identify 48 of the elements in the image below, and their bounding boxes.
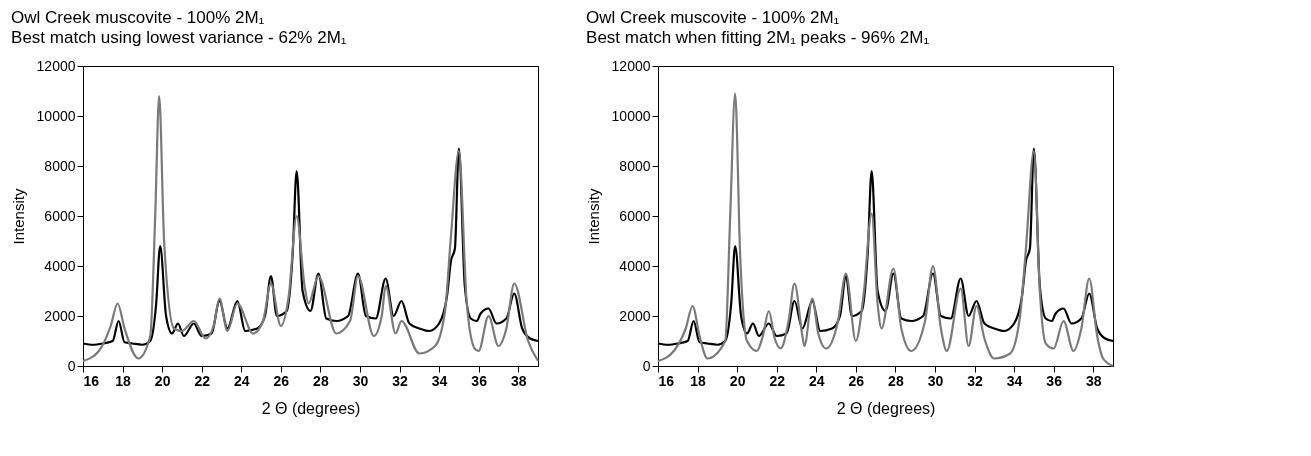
y-tick-label: 10000	[611, 107, 651, 124]
x-tick-label: 16	[658, 372, 675, 389]
x-tick-label: 18	[690, 372, 707, 389]
x-tick-label: 34	[1006, 372, 1023, 389]
x-tick-label: 38	[510, 372, 527, 389]
y-tick-label: 0	[67, 357, 76, 374]
x-tick-label: 28	[888, 372, 904, 389]
x-axis-title: 2 Θ (degrees)	[261, 399, 361, 417]
y-tick-label: 12000	[611, 57, 651, 74]
y-tick-label: 10000	[36, 107, 76, 124]
line-series	[81, 94, 540, 363]
x-tick-label: 26	[848, 372, 865, 389]
x-tick-label: 36	[471, 372, 488, 389]
x-axis-title: 2 Θ (degrees)	[836, 399, 936, 417]
line-series	[656, 92, 1115, 368]
chart-subtitle: Best match when fitting 2M₁ peaks - 96% 2M₁	[586, 28, 930, 47]
x-tick-label: 22	[194, 372, 211, 389]
x-tick-label: 22	[769, 372, 786, 389]
x-tick-label: 34	[431, 372, 448, 389]
x-tick-label: 38	[1085, 372, 1102, 389]
y-tick-label: 4000	[44, 257, 76, 274]
y-tick-label: 2000	[44, 307, 76, 324]
y-tick-label: 6000	[44, 207, 76, 224]
chart-title: Owl Creek muscovite - 100% 2M₁	[11, 8, 265, 27]
y-axis-title: Intensity	[584, 188, 602, 245]
x-tick-label: 26	[273, 372, 290, 389]
x-tick-label: 32	[967, 372, 984, 389]
y-tick-label: 12000	[36, 57, 76, 74]
x-tick-label: 32	[392, 372, 409, 389]
x-tick-label: 24	[808, 372, 825, 389]
y-axis-title: Intensity	[9, 188, 27, 245]
x-tick-label: 20	[729, 372, 746, 389]
x-tick-label: 24	[233, 372, 250, 389]
y-tick-label: 6000	[619, 207, 651, 224]
x-tick-label: 28	[313, 372, 329, 389]
y-tick-label: 8000	[44, 157, 76, 174]
x-tick-label: 30	[927, 372, 944, 389]
y-tick-label: 2000	[619, 307, 651, 324]
x-tick-label: 36	[1046, 372, 1063, 389]
y-tick-label: 4000	[619, 257, 651, 274]
x-tick-label: 18	[115, 372, 132, 389]
y-tick-label: 8000	[619, 157, 651, 174]
chart-title: Owl Creek muscovite - 100% 2M₁	[586, 8, 840, 27]
x-tick-label: 30	[352, 372, 369, 389]
x-tick-label: 16	[83, 372, 100, 389]
y-tick-label: 0	[642, 357, 651, 374]
chart-subtitle: Best match using lowest variance - 62% 2M₁	[11, 28, 347, 47]
x-tick-label: 20	[154, 372, 171, 389]
